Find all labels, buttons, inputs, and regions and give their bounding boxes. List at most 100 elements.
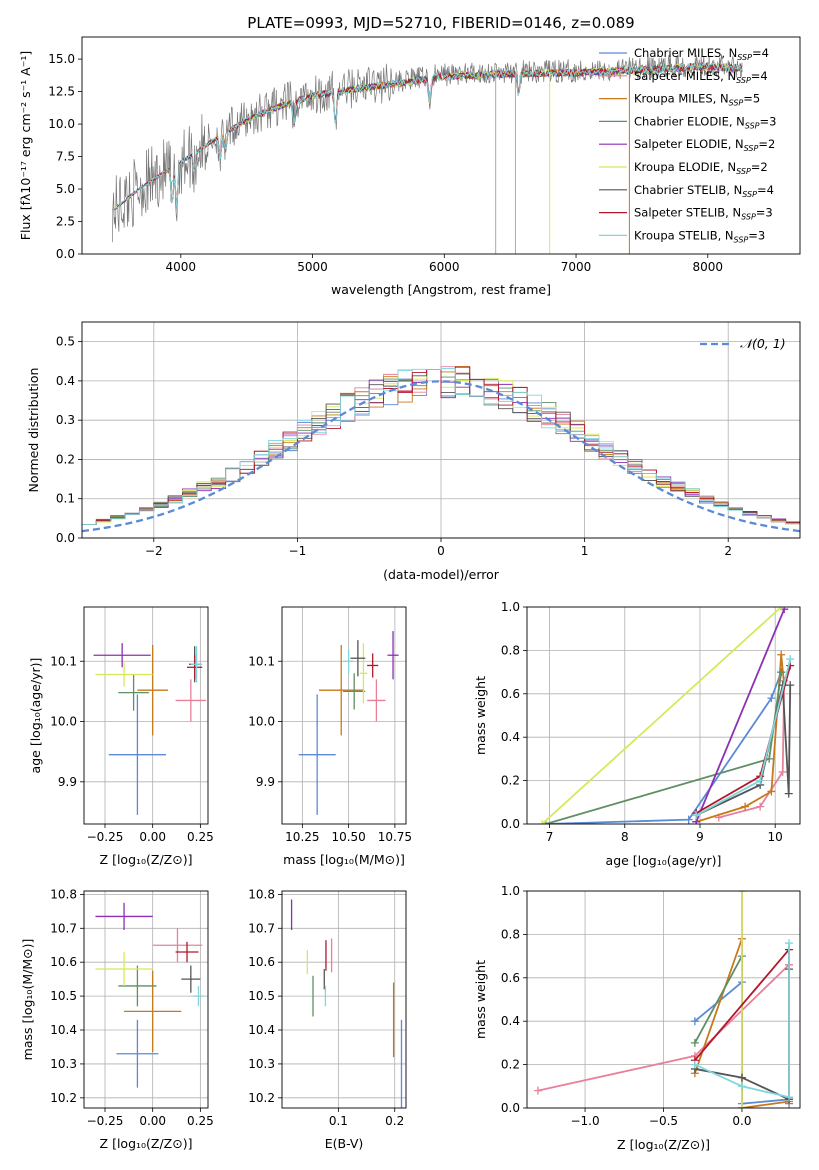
series-line xyxy=(694,943,790,1099)
series-marker xyxy=(786,681,795,690)
x-tick-label: 8000 xyxy=(693,260,724,274)
series-marker xyxy=(533,1086,542,1095)
point-salpeter-miles xyxy=(367,679,386,722)
y-tick-label: 0.6 xyxy=(501,687,520,701)
y-tick-label: 10.1 xyxy=(248,654,275,668)
y-tick-label: 0.0 xyxy=(501,817,520,831)
y-tick-label: 12.5 xyxy=(48,85,75,99)
plot-area xyxy=(298,631,399,815)
panel-mass-vs-z: −0.25 0.00 0.25 10.2 10.3 10.4 10.5 10.6 10.7 10.… xyxy=(20,887,214,1151)
x-tick-label: 0.1 xyxy=(329,1114,348,1128)
series-kroupa-stelib xyxy=(692,655,795,820)
x-axis-label: mass [log₁₀(M/M⊙)] xyxy=(283,852,405,867)
x-tick-label: −0.25 xyxy=(87,830,124,844)
y-tick-label: 0.2 xyxy=(501,774,520,788)
model-spectrum-kroupa-stelib xyxy=(112,61,743,211)
series-marker xyxy=(784,789,793,798)
point-chabrier-miles xyxy=(298,694,336,815)
x-tick-label: 8 xyxy=(621,830,629,844)
plot-area xyxy=(538,607,795,824)
x-tick-label: 10.75 xyxy=(378,830,412,844)
y-tick-label: 10.4 xyxy=(50,1023,77,1037)
series-kroupa-elodie xyxy=(737,891,746,1108)
axes-frame xyxy=(81,321,801,539)
x-tick-label: 0.25 xyxy=(187,830,214,844)
y-tick-label: 10.8 xyxy=(248,887,275,901)
x-axis-label: wavelength [Angstrom, rest frame] xyxy=(331,282,551,297)
point-kroupa-miles xyxy=(319,644,364,736)
x-tick-label: −0.5 xyxy=(649,1114,678,1128)
series-line xyxy=(545,671,783,824)
axes-frame xyxy=(83,890,209,1109)
plot-area xyxy=(95,902,205,1088)
point-kroupa-elodie xyxy=(359,643,368,704)
series-line xyxy=(541,607,782,824)
axes-frame xyxy=(81,36,801,255)
y-tick-label: 0.3 xyxy=(56,413,75,427)
series-marker xyxy=(778,767,787,776)
x-axis-label: Z [log₁₀(Z/Z⊙)] xyxy=(617,1137,710,1152)
x-tick-label: 0 xyxy=(437,544,445,558)
series-marker xyxy=(767,694,776,703)
legend-label: Salpeter MILES, NSSP=4 xyxy=(634,69,768,85)
x-tick-label: 7000 xyxy=(561,260,592,274)
series-marker xyxy=(737,1104,746,1108)
x-axis-label: E(B-V) xyxy=(325,1136,364,1151)
legend-label: Salpeter ELODIE, NSSP=2 xyxy=(634,137,775,153)
x-axis-label: age [log₁₀(age/yr)] xyxy=(606,853,722,868)
series-marker xyxy=(692,811,701,820)
figure-title: PLATE=0993, MJD=52710, FIBERID=0146, z=0… xyxy=(247,14,634,32)
legend-label: Chabrier MILES, NSSP=4 xyxy=(634,46,769,62)
x-tick-label: 9 xyxy=(696,830,704,844)
point-salpeter-elodie xyxy=(93,643,151,668)
panel-massweight-vs-age: 7 8 9 10 0.0 0.2 0.4 0.6 0.8 1.0 age [log₁₀(age/yr… xyxy=(473,600,801,868)
y-tick-label: 2.5 xyxy=(56,215,75,229)
x-axis-label: Z [log₁₀(Z/Z⊙)] xyxy=(100,1136,193,1151)
legend: Chabrier MILES, NSSP=4 Salpeter MILES, NS… xyxy=(599,46,776,244)
y-tick-label: 0.0 xyxy=(501,1101,520,1115)
model-spectrum-salpeter-stelib xyxy=(112,62,743,211)
x-tick-label: 10.50 xyxy=(331,830,365,844)
y-tick-label: 10.3 xyxy=(50,1057,77,1071)
normal-distribution-curve xyxy=(82,380,800,533)
series-marker xyxy=(741,802,750,811)
axes-frame xyxy=(281,890,407,1109)
panel-spectrum: 4000 5000 6000 7000 8000 0.0 2.5 5.0 7.5 10.0 12.5… xyxy=(18,36,801,297)
x-tick-label: 0.0 xyxy=(732,1114,751,1128)
point-salpeter-elodie xyxy=(387,631,399,680)
point-kroupa-stelib xyxy=(343,649,355,674)
y-tick-label: 0.4 xyxy=(501,1014,520,1028)
legend-label-normal: 𝒩(0, 1) xyxy=(740,336,786,351)
point-salpeter-elodie xyxy=(95,902,153,930)
legend-label: Chabrier ELODIE, NSSP=3 xyxy=(634,114,776,130)
y-tick-label: 10.5 xyxy=(50,989,77,1003)
y-tick-label: 10.3 xyxy=(248,1057,275,1071)
point-salpeter-stelib xyxy=(187,655,203,680)
series-kroupa-stelib xyxy=(690,939,794,1102)
y-tick-label: 10.2 xyxy=(50,1091,77,1105)
x-tick-label: 10 xyxy=(768,830,783,844)
point-kroupa-miles xyxy=(137,644,168,736)
point-kroupa-stelib xyxy=(192,985,205,1007)
y-axis-label: mass [log₁₀(M/M⊙)] xyxy=(20,939,35,1061)
y-tick-label: 10.0 xyxy=(50,715,77,729)
x-axis-label: (data-model)/error xyxy=(383,567,500,582)
y-tick-label: 0.6 xyxy=(501,971,520,985)
series-line xyxy=(695,608,786,823)
y-tick-label: 10.2 xyxy=(248,1091,275,1105)
point-chabrier-stelib xyxy=(181,965,201,993)
series-marker xyxy=(777,650,786,659)
point-kroupa-miles xyxy=(124,970,182,1053)
x-tick-label: 5000 xyxy=(297,260,328,274)
plot-area xyxy=(111,54,743,254)
series-marker xyxy=(684,815,693,824)
panel-age-vs-mass: 10.25 10.50 10.75 9.9 10.0 10.1 mass [log₁₀(M/… xyxy=(248,606,412,867)
y-tick-label: 0.0 xyxy=(56,247,75,261)
x-tick-label: −1.0 xyxy=(570,1114,599,1128)
point-chabrier-stelib xyxy=(350,640,366,677)
point-kroupa-elodie xyxy=(95,952,153,986)
point-chabrier-miles xyxy=(116,1019,159,1088)
plot-area xyxy=(82,365,800,533)
residual-histogram-salpeter-stelib xyxy=(82,366,800,525)
series-marker xyxy=(785,939,794,948)
